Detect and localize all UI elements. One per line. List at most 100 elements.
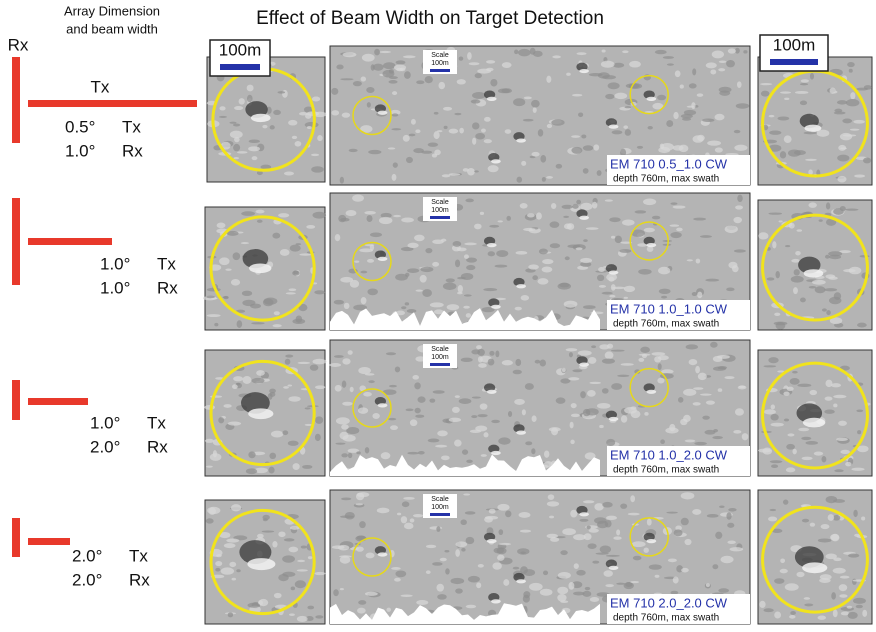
texture [857,430,861,434]
texture [298,362,311,364]
texture [840,133,852,140]
texture [228,421,241,425]
texture [348,350,353,355]
texture [691,102,695,109]
texture [540,359,546,366]
texture [233,376,243,381]
texture [302,465,312,469]
texture [317,135,323,141]
texture [768,212,782,214]
texture [682,118,691,121]
texture [586,408,599,415]
texture [583,168,589,174]
scale-value: 100m [431,354,449,361]
texture [856,605,863,609]
rx-label: Rx [122,141,143,160]
texture [291,587,295,591]
texture [666,120,673,127]
texture [282,555,295,562]
texture [784,98,789,100]
texture [444,550,449,552]
texture [522,409,526,415]
target-shadow [579,69,589,73]
texture [544,450,549,457]
texture [788,149,801,156]
texture [475,133,485,140]
texture [340,78,353,80]
texture [527,213,535,217]
texture [605,199,613,201]
texture [800,83,808,85]
target-shadow [491,159,501,163]
texture [742,433,749,440]
texture [356,493,364,501]
texture [551,428,558,436]
texture [643,198,656,205]
texture [443,107,452,111]
texture [576,200,581,205]
texture [802,519,809,523]
texture [416,600,428,605]
texture [673,112,678,119]
texture [301,545,307,548]
texture [683,415,691,422]
texture [558,572,571,579]
texture [829,297,841,304]
texture [359,248,373,252]
texture [831,383,841,387]
texture [562,528,576,535]
texture [465,199,474,203]
texture [437,594,447,600]
texture [700,394,712,396]
texture [247,95,253,103]
texture [737,81,742,88]
texture [620,503,627,508]
texture [780,558,785,563]
texture [256,370,265,376]
texture [273,324,282,327]
texture [725,225,738,233]
texture [368,380,374,383]
texture [348,453,352,458]
texture [292,319,305,324]
texture [410,518,415,522]
texture [546,76,551,83]
texture [447,304,459,310]
texture [572,94,582,97]
texture [702,416,709,420]
texture [833,609,838,617]
texture [496,250,508,257]
texture [521,161,526,166]
texture [464,294,472,296]
texture [821,456,826,462]
texture [840,206,846,211]
texture [461,358,473,362]
texture [724,376,734,379]
scale-value: 100m [431,60,449,67]
texture [583,239,587,242]
texture [834,469,843,472]
texture [800,101,807,106]
texture [794,269,800,275]
target-shadow [804,269,824,277]
texture [523,119,534,122]
texture [232,578,237,581]
texture [581,134,586,138]
texture [515,307,522,311]
rx-label: Rx [147,437,168,456]
texture [278,574,288,581]
texture [583,145,594,150]
texture [389,69,394,74]
texture [234,106,243,110]
texture [826,496,838,503]
texture [388,80,397,84]
texture [520,530,531,533]
texture [706,62,717,68]
texture [603,570,612,577]
target-shadow [516,138,526,142]
texture [692,68,696,75]
rx-array [12,57,20,143]
texture [248,146,260,151]
scale-value: 100m [431,207,449,214]
tx-array [28,538,70,545]
